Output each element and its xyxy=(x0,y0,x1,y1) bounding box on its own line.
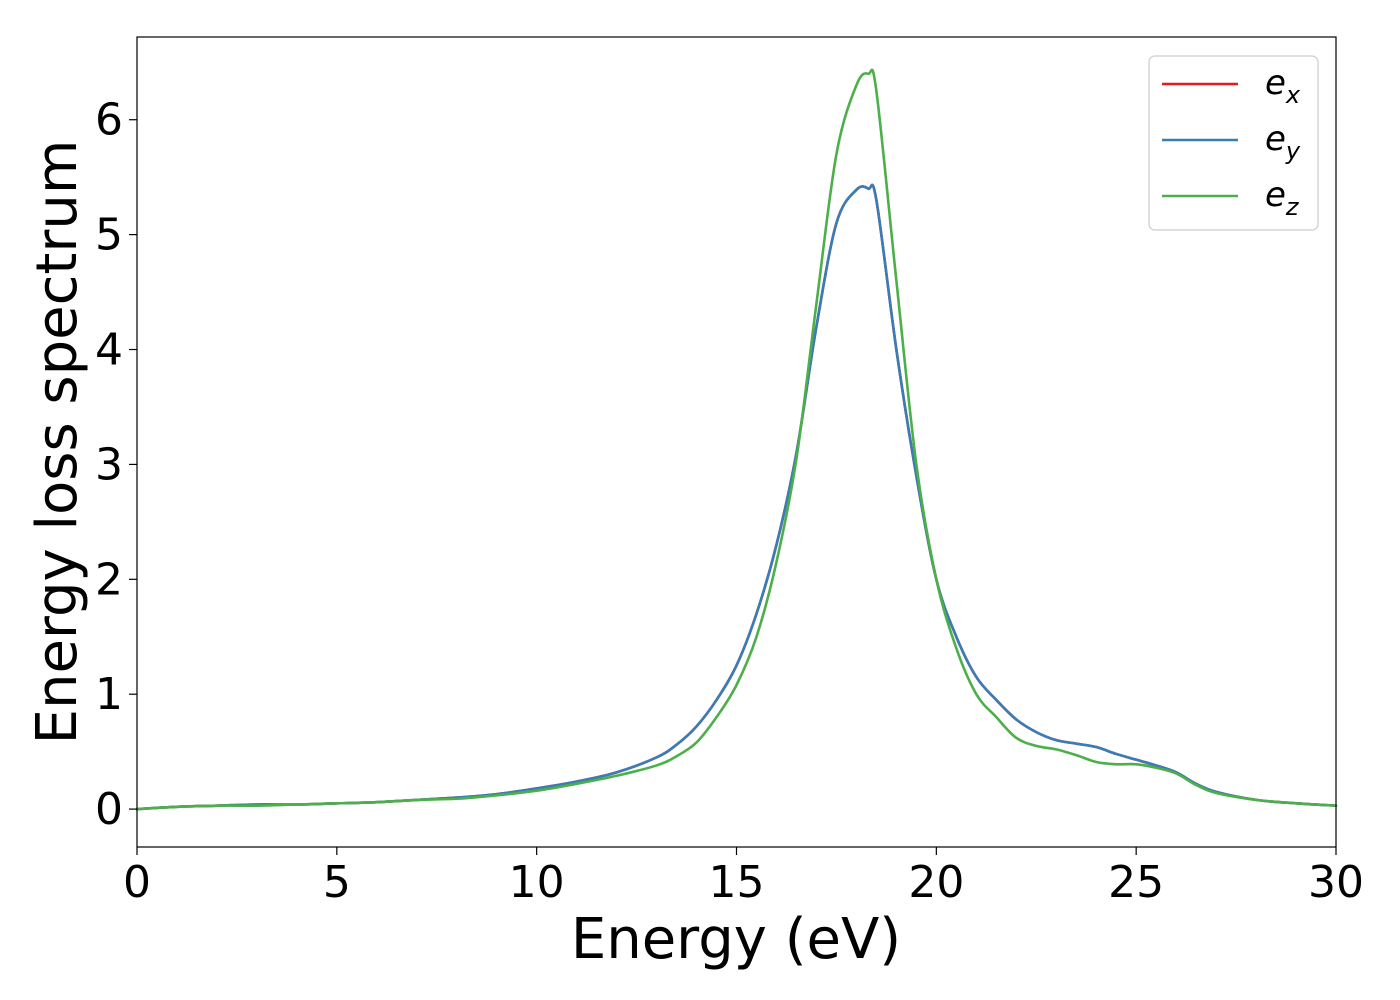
y-axis-ticks: 0 1 2 3 4 5 6 xyxy=(95,95,137,835)
legend-label-ez: ez xyxy=(1265,175,1300,221)
series-layer xyxy=(135,68,1338,811)
x-tick-label: 30 xyxy=(1308,857,1364,908)
series-line-ez xyxy=(135,68,1338,811)
x-tick-label: 15 xyxy=(709,857,765,908)
x-tick-label: 5 xyxy=(323,857,351,908)
y-tick-label: 1 xyxy=(95,669,123,720)
y-tick-label: 6 xyxy=(95,95,123,146)
y-tick-label: 4 xyxy=(95,325,123,376)
y-tick-label: 0 xyxy=(95,784,123,835)
y-tick-label: 3 xyxy=(95,439,123,490)
x-tick-label: 0 xyxy=(123,857,151,908)
x-tick-label: 25 xyxy=(1108,857,1164,908)
y-tick-label: 2 xyxy=(95,554,123,605)
legend-box xyxy=(1148,55,1319,231)
series-line-ex xyxy=(135,183,1338,811)
x-tick-label: 10 xyxy=(509,857,565,908)
y-axis-title: Energy loss spectrum xyxy=(25,140,90,745)
x-axis-ticks: 0 5 10 15 20 25 30 xyxy=(123,847,1364,908)
x-tick-label: 20 xyxy=(908,857,964,908)
series-line-ey xyxy=(135,183,1338,811)
y-tick-label: 5 xyxy=(95,210,123,261)
x-axis-title: Energy (eV) xyxy=(571,907,901,972)
